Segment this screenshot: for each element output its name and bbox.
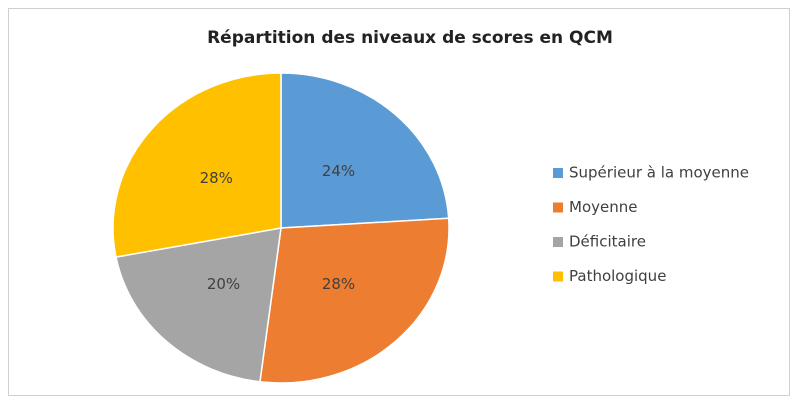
- pie-slice: [280, 72, 450, 229]
- chart-title: Répartition des niveaux de scores en QCM: [207, 28, 613, 48]
- legend-swatch: [553, 237, 563, 247]
- legend-label: Moyenne: [569, 198, 637, 216]
- pie-slice: [112, 72, 282, 258]
- legend-label: Pathologique: [569, 267, 666, 285]
- data-label: 20%: [207, 275, 240, 293]
- pie-slice: [259, 217, 450, 384]
- legend-label: Supérieur à la moyenne: [569, 164, 749, 182]
- data-label: 24%: [322, 162, 355, 180]
- legend-swatch: [553, 271, 563, 282]
- legend-swatch: [553, 202, 563, 213]
- legend-label: Déficitaire: [569, 233, 646, 251]
- pie-slice: [115, 227, 282, 383]
- legend-swatch: [553, 168, 563, 178]
- data-label: 28%: [200, 169, 233, 187]
- data-label: 28%: [322, 275, 355, 293]
